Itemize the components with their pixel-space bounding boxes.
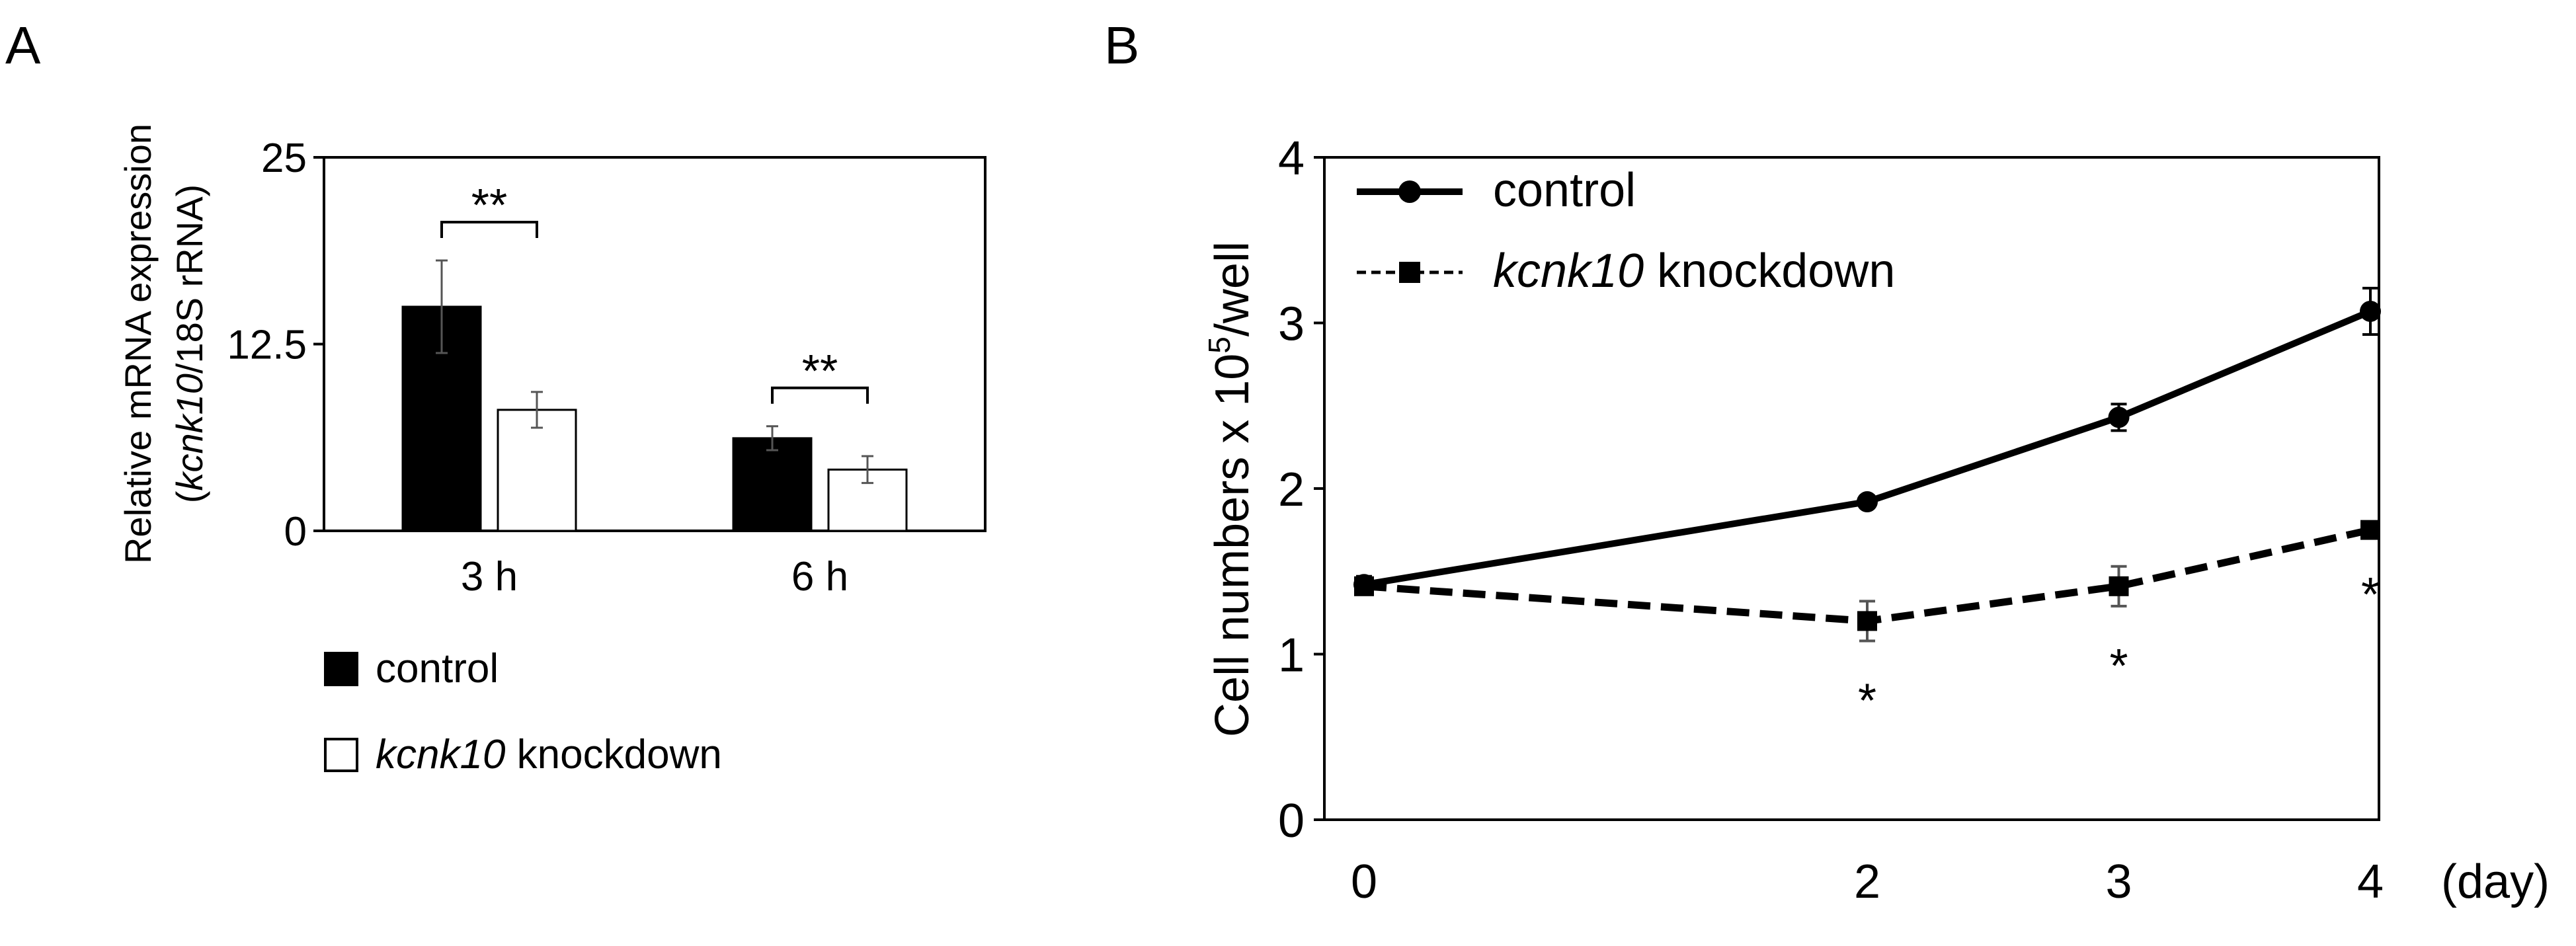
panel-b-legend-label-knockdown: kcnk10 knockdown — [1493, 245, 1895, 297]
panel-b-line-control — [1363, 308, 2372, 588]
panel-a-ytick-label: 12.5 — [227, 323, 307, 368]
panel-a-legend-swatch-control — [324, 652, 358, 686]
panel-a-ylabel-line1: Relative mRNA expression — [117, 124, 159, 564]
panel-b-ylabel-suffix: /well — [1206, 241, 1259, 336]
panel-b-significance-star: * — [2109, 640, 2128, 693]
panel-b-xtick-label: 2 — [1854, 855, 1880, 908]
panel-a-legend-knockdown-text: knockdown — [505, 732, 721, 777]
panel-label-a: A — [5, 16, 41, 75]
panel-a-ylabel-line2: (kcnk10/18S rRNA) — [169, 184, 210, 503]
panel-a-significance-bracket — [440, 220, 538, 238]
panel-b-point-control — [2360, 300, 2381, 322]
panel-a-ytick-label: 0 — [284, 509, 307, 555]
panel-b-point-knockdown — [1857, 611, 1877, 631]
panel-b-significance-star: * — [1858, 674, 1876, 727]
panel-b-legend-marker-knockdown — [1399, 262, 1420, 283]
panel-a-bar — [827, 468, 908, 532]
panel-a-x-ticks: 3 h 6 h — [461, 554, 848, 600]
panel-a-bar — [732, 437, 813, 532]
panel-a-significance-label: ** — [802, 345, 838, 397]
panel-a-xtick-label: 6 h — [791, 554, 848, 600]
panel-a-significance-bracket — [771, 386, 869, 404]
panel-b-legend-knockdown-italic: kcnk10 — [1493, 245, 1644, 297]
panel-b-xlabel: (day) — [2441, 855, 2550, 908]
panel-b-point-control — [1857, 491, 1878, 513]
panel-a-bar-chart: Relative mRNA expression (kcnk10/18S rRN… — [117, 124, 986, 777]
panel-a-ylabel-rest: /18S rRNA) — [169, 184, 210, 374]
panel-b-ylabel-sup: 5 — [1202, 336, 1236, 354]
panel-a-significance: ** ** — [440, 179, 869, 404]
panel-b-point-knockdown — [2360, 520, 2380, 540]
panel-b-legend-label-control: control — [1493, 164, 1636, 217]
panel-b-xtick-label: 0 — [1351, 855, 1377, 908]
panel-a-bars — [401, 305, 908, 532]
panel-b-point-knockdown — [2109, 576, 2129, 596]
panel-b-legend-control-text: control — [1493, 164, 1636, 217]
panel-a-ytick-label: 25 — [261, 136, 307, 181]
panel-b-xtick-label: 4 — [2357, 855, 2384, 908]
panel-a-legend-swatch-knockdown — [324, 738, 358, 772]
panel-label-b: B — [1104, 16, 1139, 75]
panel-a-legend-label-control: control — [376, 646, 499, 691]
panel-b-ytick-label: 1 — [1278, 629, 1305, 682]
panel-b-ylabel: Cell numbers x 105/well — [1202, 241, 1259, 737]
panel-a-xtick-label: 3 h — [461, 554, 518, 600]
panel-a-legend-control-text: control — [376, 646, 499, 691]
panel-b-xtick-label: 3 — [2105, 855, 2132, 908]
panel-b-x-ticks: 0 2 3 4 — [1351, 855, 2384, 908]
panel-b-significance-star: * — [2361, 569, 2380, 621]
panel-b-point-control — [2108, 407, 2130, 428]
panel-a-error-bars — [436, 259, 873, 485]
panel-b-point-knockdown — [1354, 576, 1374, 596]
panel-a-significance-label: ** — [471, 179, 507, 231]
panel-b-y-ticks: 0 1 2 3 4 — [1278, 132, 1324, 847]
panel-b-ylabel-main: Cell numbers x 10 — [1206, 354, 1259, 737]
panel-b-legend-marker-control — [1398, 180, 1421, 203]
panel-b-series — [1353, 286, 2381, 643]
panel-b-ytick-label: 4 — [1278, 132, 1305, 185]
panel-a-legend-label-knockdown: kcnk10 knockdown — [376, 732, 722, 777]
panel-b-significance: * * * — [1858, 569, 2380, 727]
panel-b-legend-knockdown-text: knockdown — [1644, 245, 1895, 297]
panel-a-y-ticks: 0 12.5 25 — [227, 136, 324, 555]
panel-b-ytick-label: 2 — [1278, 463, 1305, 516]
panel-a-legend-knockdown-italic: kcnk10 — [376, 732, 505, 777]
panel-a-ylabel-gene: kcnk10 — [169, 374, 210, 491]
panel-b-legend: control kcnk10 knockdown — [1357, 164, 1895, 297]
panel-a-ylabel-open: ( — [169, 491, 210, 503]
panel-b-line-knockdown — [1363, 526, 2372, 625]
panel-b-ytick-label: 3 — [1278, 298, 1305, 351]
panel-b-ytick-label: 0 — [1278, 795, 1305, 847]
panel-b-line-chart: Cell numbers x 105/well 0 1 2 3 4 0 2 3 4 (day)… — [1202, 132, 2550, 908]
